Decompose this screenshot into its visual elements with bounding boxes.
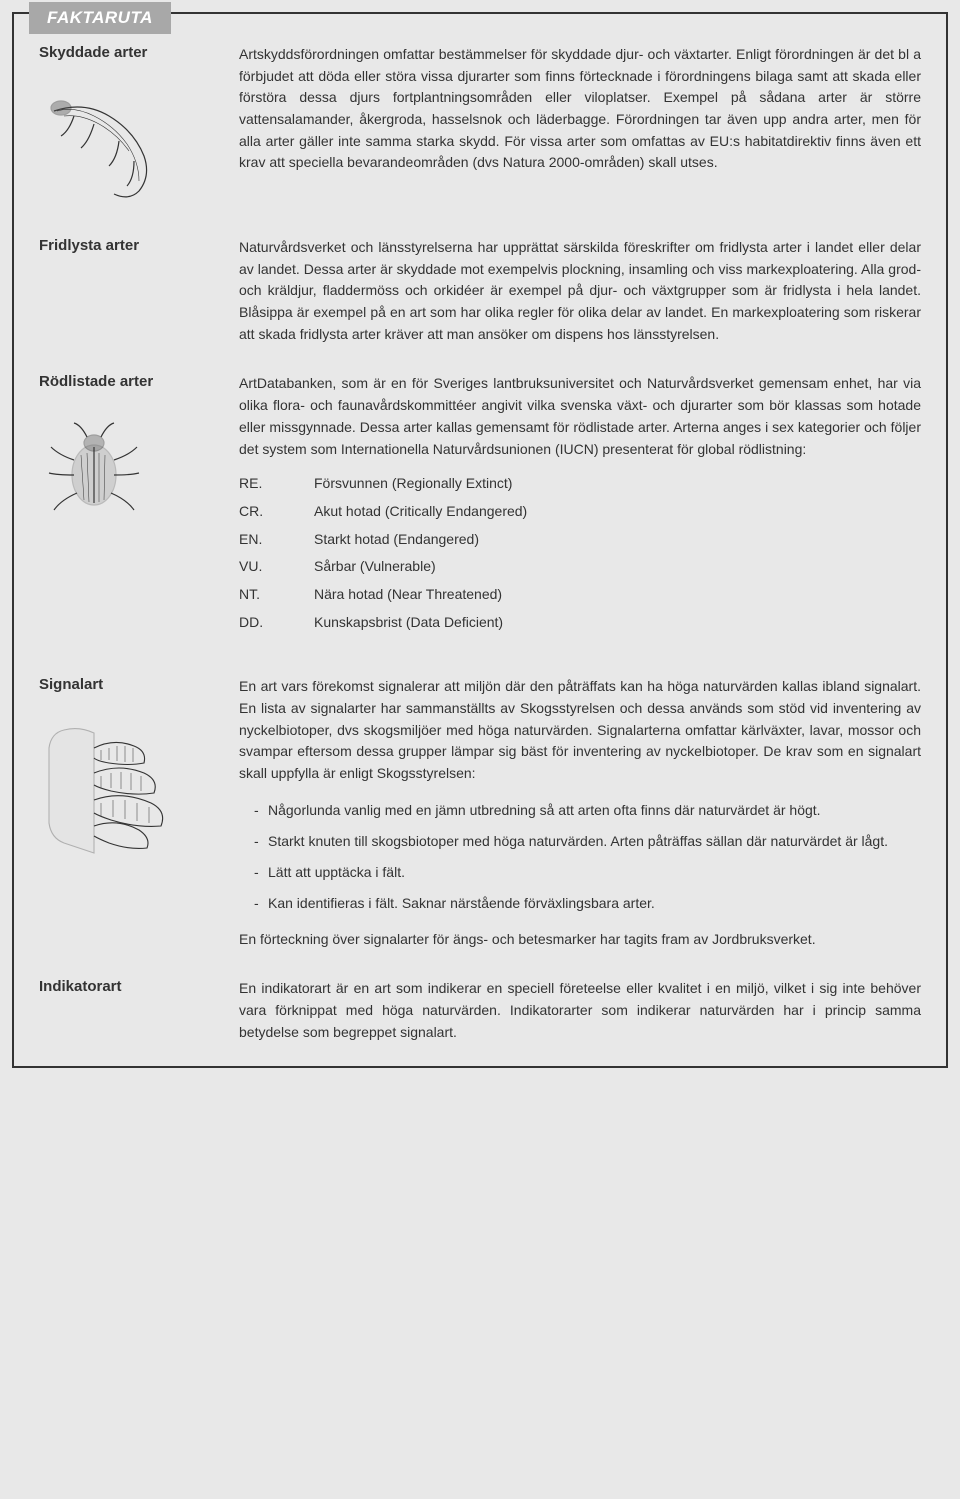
salamander-icon <box>39 86 219 209</box>
beetle-icon <box>39 415 219 528</box>
right-col: En art vars förekomst signalerar att mil… <box>239 676 921 950</box>
cat-code: VU. <box>239 556 314 578</box>
left-col: Signalart <box>39 676 239 950</box>
bullet-item: Kan identifieras i fält. Saknar närståen… <box>254 888 921 919</box>
heading-skyddade: Skyddade arter <box>39 44 219 61</box>
body-skyddade: Artskyddsförordningen omfattar bestämmel… <box>239 44 921 174</box>
right-col: Naturvårdsverket och länsstyrelserna har… <box>239 237 921 345</box>
cat-label: Starkt hotad (Endangered) <box>314 529 479 551</box>
bullet-item: Någorlunda vanlig med en jämn utbredning… <box>254 795 921 826</box>
heading-signalart: Signalart <box>39 676 219 693</box>
faktaruta-tab: FAKTARUTA <box>29 2 171 34</box>
outro-signalart: En förteckning över signalarter för ängs… <box>239 929 921 951</box>
section-skyddade: Skyddade arter Artskyddsfö <box>39 44 921 209</box>
faktaruta-box: FAKTARUTA Skyddade arter <box>12 12 948 1068</box>
cat-code: EN. <box>239 529 314 551</box>
cat-label: Kunskapsbrist (Data Deficient) <box>314 612 503 634</box>
signalart-bullets: Någorlunda vanlig med en jämn utbredning… <box>254 795 921 919</box>
body-fridlysta: Naturvårdsverket och länsstyrelserna har… <box>239 237 921 345</box>
right-col: En indikatorart är en art som indikerar … <box>239 978 921 1043</box>
cat-label: Sårbar (Vulnerable) <box>314 556 436 578</box>
section-indikatorart: Indikatorart En indikatorart är en art s… <box>39 978 921 1043</box>
cat-row: DD. Kunskapsbrist (Data Deficient) <box>239 609 921 637</box>
heading-rodlistade: Rödlistade arter <box>39 373 219 390</box>
cat-row: CR. Akut hotad (Critically Endangered) <box>239 498 921 526</box>
right-col: ArtDatabanken, som är en för Sveriges la… <box>239 373 921 648</box>
heading-indikatorart: Indikatorart <box>39 978 219 995</box>
cat-row: EN. Starkt hotad (Endangered) <box>239 526 921 554</box>
intro-rodlistade: ArtDatabanken, som är en för Sveriges la… <box>239 373 921 460</box>
redlist-categories: RE. Försvunnen (Regionally Extinct) CR. … <box>239 470 921 636</box>
left-col: Fridlysta arter <box>39 237 239 345</box>
cat-row: NT. Nära hotad (Near Threatened) <box>239 581 921 609</box>
left-col: Rödlistade arter <box>39 373 239 648</box>
cat-label: Försvunnen (Regionally Extinct) <box>314 473 512 495</box>
heading-fridlysta: Fridlysta arter <box>39 237 219 254</box>
right-col: Artskyddsförordningen omfattar bestämmel… <box>239 44 921 209</box>
fungi-icon <box>39 718 219 861</box>
left-col: Indikatorart <box>39 978 239 1043</box>
cat-code: RE. <box>239 473 314 495</box>
body-indikatorart: En indikatorart är en art som indikerar … <box>239 978 921 1043</box>
bullet-item: Lätt att upptäcka i fält. <box>254 857 921 888</box>
left-col: Skyddade arter <box>39 44 239 209</box>
cat-code: NT. <box>239 584 314 606</box>
cat-label: Nära hotad (Near Threatened) <box>314 584 502 606</box>
cat-row: VU. Sårbar (Vulnerable) <box>239 553 921 581</box>
section-rodlistade: Rödlistade arter <box>39 373 921 648</box>
cat-row: RE. Försvunnen (Regionally Extinct) <box>239 470 921 498</box>
section-fridlysta: Fridlysta arter Naturvårdsverket och län… <box>39 237 921 345</box>
section-signalart: Signalart En art vars före <box>39 676 921 950</box>
cat-code: DD. <box>239 612 314 634</box>
intro-signalart: En art vars förekomst signalerar att mil… <box>239 676 921 784</box>
bullet-item: Starkt knuten till skogsbiotoper med hög… <box>254 826 921 857</box>
cat-code: CR. <box>239 501 314 523</box>
cat-label: Akut hotad (Critically Endangered) <box>314 501 527 523</box>
